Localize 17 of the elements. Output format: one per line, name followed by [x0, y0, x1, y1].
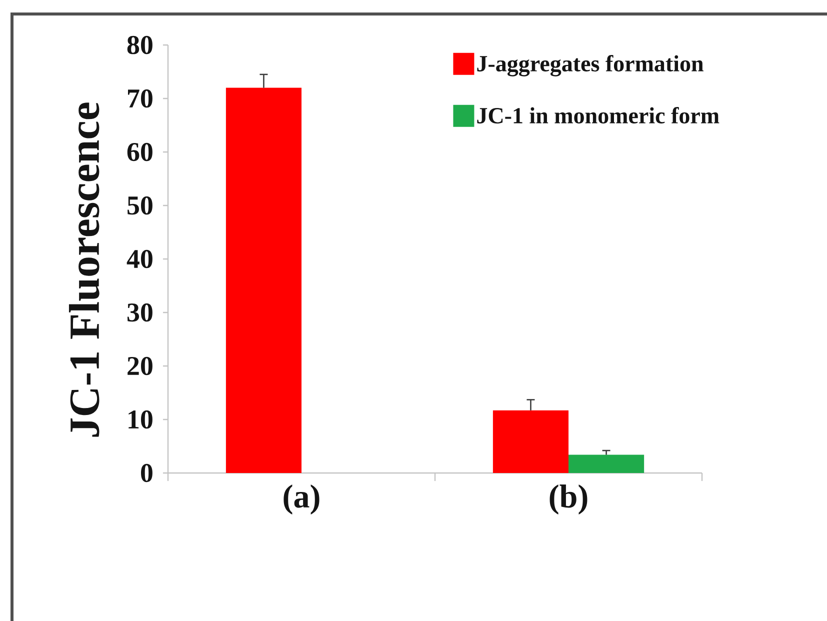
y-tick-label: 40 — [126, 250, 152, 268]
bar — [568, 454, 644, 473]
y-tick-label: 70 — [128, 89, 152, 108]
y-tick-label: 80 — [127, 36, 152, 54]
y-axis-title: JC-1 Fluorescence — [68, 102, 100, 437]
y-tick-label: 60 — [127, 142, 152, 162]
y-tick-label: 30 — [127, 303, 152, 322]
y-tick-label: 10 — [128, 410, 152, 429]
x-tick-label: (a) — [284, 484, 320, 514]
bar — [492, 410, 569, 473]
legend-label: JC-1 in monomeric form — [477, 107, 720, 124]
y-tick-label: 0 — [141, 464, 152, 482]
x-tick-label: (b) — [550, 484, 588, 514]
bar — [226, 88, 302, 473]
y-tick-label: 20 — [128, 356, 152, 376]
y-tick-label: 50 — [128, 196, 152, 215]
legend-label: J-aggregates formation — [477, 55, 704, 76]
